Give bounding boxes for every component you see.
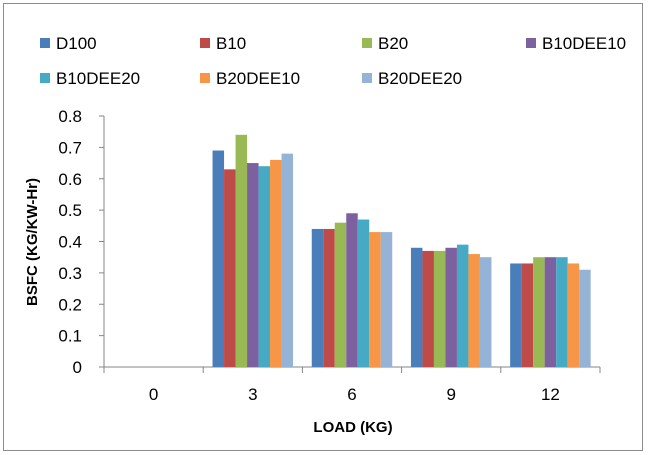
x-tick-label: 3 bbox=[248, 385, 257, 404]
bar-d100-load-12 bbox=[510, 263, 522, 367]
y-tick-label: 0.2 bbox=[58, 295, 82, 314]
bar-b10-load-3 bbox=[224, 169, 236, 367]
bar-d100-load-3 bbox=[212, 150, 225, 367]
legend-label-b10: B10 bbox=[216, 34, 246, 53]
bars bbox=[212, 134, 591, 367]
x-axis: 0 3 6 9 12 bbox=[103, 366, 601, 404]
legend-swatch-b10dee20 bbox=[40, 73, 50, 83]
y-axis-title: BSFC (KG/KW-Hr) bbox=[24, 178, 41, 306]
legend-label-b20dee10: B20DEE10 bbox=[216, 69, 300, 88]
bar-b20-load-6 bbox=[334, 222, 347, 367]
legend-swatch-b10dee10 bbox=[526, 38, 536, 48]
bar-b10dee20-load-9 bbox=[456, 244, 469, 367]
legend-label-b20dee20: B20DEE20 bbox=[378, 69, 462, 88]
bar-b10dee20-load-12 bbox=[556, 257, 568, 367]
bar-b20dee10-load-9 bbox=[468, 254, 480, 367]
y-tick-label: 0 bbox=[73, 358, 82, 377]
bar-b10-load-6 bbox=[323, 228, 335, 367]
bar-b20dee20-load-12 bbox=[579, 269, 591, 367]
legend-swatch-d100 bbox=[40, 38, 50, 48]
bar-b10dee10-load-9 bbox=[445, 247, 457, 367]
bar-b10dee20-load-3 bbox=[258, 166, 271, 367]
x-axis-title: LOAD (KG) bbox=[313, 419, 392, 436]
bar-b20dee20-load-9 bbox=[479, 257, 492, 367]
x-tick-label: 9 bbox=[446, 385, 455, 404]
legend-label-b10dee10: B10DEE10 bbox=[542, 34, 626, 53]
bar-b10-load-9 bbox=[422, 250, 434, 367]
legend-swatch-b10 bbox=[200, 38, 210, 48]
y-tick-label: 0.6 bbox=[58, 170, 82, 189]
x-tick-label: 6 bbox=[347, 385, 356, 404]
bar-d100-load-9 bbox=[410, 247, 423, 367]
legend: D100 B10 B20 B10DEE10 B10DEE20 B20DEE10 B20DEE… bbox=[40, 34, 626, 88]
bar-b20-load-3 bbox=[235, 134, 248, 367]
y-tick-label: 0.3 bbox=[58, 264, 82, 283]
legend-label-d100: D100 bbox=[56, 34, 97, 53]
bar-b10dee10-load-12 bbox=[544, 257, 557, 367]
bar-b10dee10-load-3 bbox=[247, 163, 259, 367]
bar-b20dee10-load-12 bbox=[567, 263, 580, 367]
bar-d100-load-6 bbox=[311, 228, 324, 367]
y-axis: 0 0.1 0.2 0.3 0.4 0.5 0.6 0.7 0.8 bbox=[58, 107, 105, 377]
legend-swatch-b20dee10 bbox=[200, 73, 210, 83]
bar-b20dee10-load-3 bbox=[270, 159, 282, 367]
bar-b10dee10-load-6 bbox=[346, 213, 358, 367]
legend-label-b10dee20: B10DEE20 bbox=[56, 69, 140, 88]
legend-swatch-b20 bbox=[362, 38, 372, 48]
x-tick-label: 12 bbox=[541, 385, 560, 404]
bar-b10-load-12 bbox=[521, 263, 534, 367]
bar-b20dee20-load-6 bbox=[380, 232, 393, 367]
bar-b20-load-12 bbox=[533, 257, 545, 367]
y-tick-label: 0.5 bbox=[58, 201, 82, 220]
chart-area bbox=[3, 3, 643, 451]
y-tick-label: 0.7 bbox=[58, 138, 82, 157]
x-tick-label: 0 bbox=[149, 385, 158, 404]
y-tick-label: 0.4 bbox=[58, 233, 82, 252]
bar-b20dee10-load-6 bbox=[369, 232, 381, 367]
legend-label-b20: B20 bbox=[378, 34, 408, 53]
y-tick-label: 0.8 bbox=[58, 107, 82, 126]
bar-b10dee20-load-6 bbox=[357, 219, 370, 367]
bar-b20dee20-load-3 bbox=[281, 153, 294, 367]
y-tick-label: 0.1 bbox=[58, 327, 82, 346]
bar-b20-load-9 bbox=[433, 250, 446, 367]
legend-swatch-b20dee20 bbox=[362, 73, 372, 83]
